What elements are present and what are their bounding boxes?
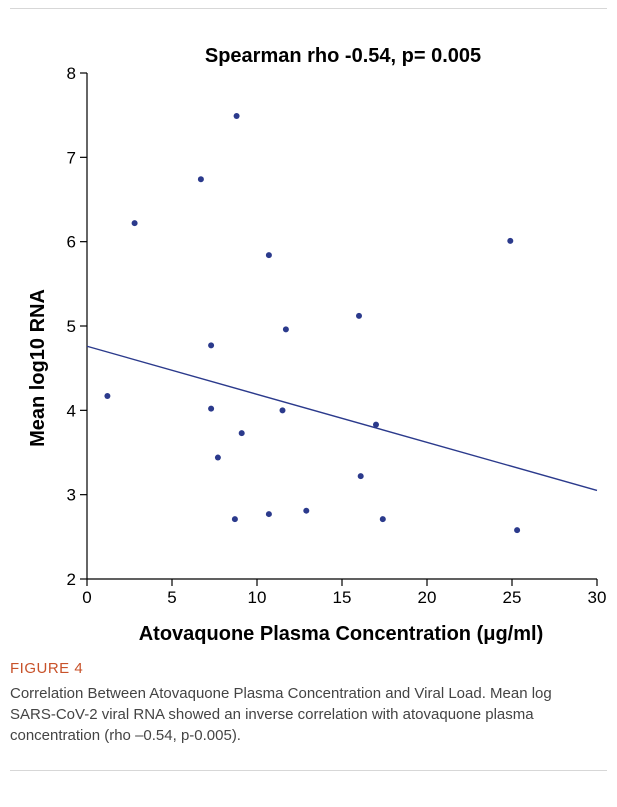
figure-caption: FIGURE 4 Correlation Between Atovaquone … [10,660,600,746]
y-axis-ticks: 2 3 4 5 6 7 8 [67,64,87,589]
figure-label: FIGURE 4 [10,660,84,677]
data-point [373,421,379,428]
data-point [303,507,310,514]
x-tick-label: 5 [167,588,176,607]
data-point [104,392,111,399]
x-tick-label: 30 [588,588,607,607]
data-point [197,176,204,183]
data-point [514,527,521,534]
bottom-divider [10,770,607,771]
y-tick-label: 4 [67,401,76,420]
data-points [104,113,521,534]
y-axis-label-group: Mean log10 RNA [27,289,49,447]
data-point [233,113,240,120]
data-point [231,516,238,523]
trendline-group [86,345,598,492]
data-point [279,407,286,414]
data-point [208,342,215,349]
data-point [265,511,272,518]
axes [86,73,597,580]
regression-line [86,345,598,492]
x-tick-label: 0 [82,588,91,607]
data-point [507,237,514,244]
chart-title: Spearman rho -0.54, p= 0.005 [205,45,481,67]
x-tick-label: 25 [503,588,522,607]
x-axis-label: Atovaquone Plasma Concentration (μg/ml) [139,623,544,645]
data-point [238,430,245,437]
y-axis-label: Mean log10 RNA [27,289,49,447]
y-tick-label: 6 [67,233,76,252]
data-point [357,473,364,480]
x-tick-label: 15 [333,588,352,607]
top-divider [10,8,607,9]
y-tick-label: 7 [67,148,76,167]
caption-text: Correlation Between Atovaquone Plasma Co… [10,685,552,744]
x-tick-label: 20 [418,588,437,607]
data-point [356,312,362,319]
data-point [379,516,386,523]
x-tick-label: 10 [248,588,267,607]
data-point [265,252,272,259]
y-tick-label: 5 [67,317,76,336]
data-point [208,405,215,412]
y-tick-label: 3 [67,486,76,505]
data-point [131,220,138,227]
x-axis-ticks: 0 5 10 15 20 25 30 [82,579,606,607]
y-tick-label: 2 [67,570,76,589]
y-tick-label: 8 [67,64,76,83]
data-point [282,326,289,333]
data-point [214,454,221,461]
scatter-chart: Spearman rho -0.54, p= 0.005 2 3 4 5 6 7 8 0 5 1… [27,45,606,645]
